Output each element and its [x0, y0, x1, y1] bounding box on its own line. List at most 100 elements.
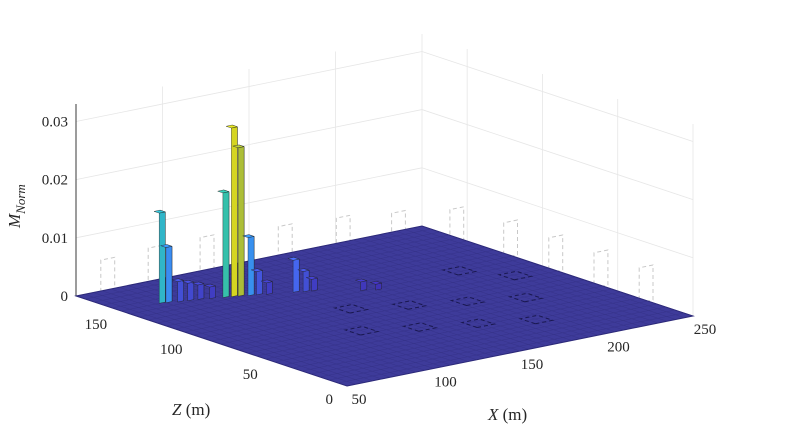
bar-top-face — [181, 280, 195, 284]
bar-5 — [203, 283, 217, 300]
floor-mesh-z — [337, 312, 685, 384]
floor-mesh-z — [202, 267, 549, 339]
bar-front-face — [177, 280, 184, 303]
bar-14 — [305, 276, 319, 292]
floor-mesh-z — [283, 294, 630, 366]
floor-mesh-z — [229, 276, 576, 348]
bar-9 — [241, 234, 255, 297]
floor-mesh-z — [247, 282, 594, 354]
x-tick-label: 250 — [694, 322, 717, 338]
y-tick-label: 0.02 — [42, 173, 68, 189]
floor-mesh-z — [94, 231, 441, 303]
bar-front-face — [231, 126, 238, 298]
floor-mesh-z — [184, 261, 531, 333]
y-tick-label: 0 — [61, 289, 69, 305]
floor-mesh-z — [292, 297, 639, 369]
bar-top-face — [241, 234, 255, 238]
floor-building-footprint — [497, 270, 534, 281]
bar-top-face — [191, 281, 205, 286]
bar-11 — [260, 279, 274, 295]
bar-front-face — [311, 277, 318, 292]
bar-front-face — [209, 285, 216, 300]
floor-mesh-z — [211, 270, 558, 342]
bar-top-face — [260, 279, 274, 284]
bar-front-face — [292, 258, 300, 293]
bar-top-face — [287, 257, 300, 261]
floor-building-footprint — [391, 300, 428, 310]
floor-building-footprint — [507, 292, 545, 303]
floor-building-footprint — [518, 314, 555, 325]
y-tick-label: 0.01 — [42, 231, 68, 247]
bar-front-face — [360, 280, 367, 291]
bar-3 — [181, 280, 195, 302]
x-axis-symbol: X — [487, 405, 499, 424]
x-axis-label: X (m) — [487, 405, 527, 424]
floor-mesh-z — [310, 303, 657, 375]
bar-top-face — [305, 276, 319, 280]
bar-front-face — [222, 191, 230, 298]
bar-10 — [250, 268, 263, 296]
bar-front-face — [302, 270, 310, 293]
floor-building-footprint — [343, 325, 380, 336]
floor-mesh-z — [328, 309, 675, 381]
floor-building-footprint — [449, 296, 486, 307]
y-axis-symbol: M — [5, 213, 24, 229]
z-tick-label: 100 — [160, 342, 183, 358]
bar-front-face — [247, 236, 255, 297]
floor-building-footprint — [441, 265, 478, 276]
x-tick-label: 150 — [521, 357, 544, 373]
bar-top-face — [153, 209, 167, 214]
z-axis-symbol: Z — [172, 400, 182, 419]
floor-mesh-z — [265, 288, 612, 360]
bar-6 — [216, 189, 230, 298]
tick-labels: 50 100 150 200 250 0 50 100 150 0 0.01 0.02 0.03 — [42, 114, 717, 408]
floor-building-footprint — [460, 318, 497, 329]
bar-15 — [354, 278, 368, 291]
bar-16 — [369, 281, 383, 291]
floor-mesh-z — [175, 258, 522, 330]
bars-group — [153, 124, 383, 304]
bar-7 — [225, 124, 239, 298]
floor-mesh-z — [220, 273, 567, 345]
bar-top-face — [354, 278, 368, 283]
bar-top-face — [232, 144, 245, 149]
bar-top-face — [216, 189, 230, 194]
x-tick-label: 50 — [352, 392, 367, 408]
floor-mesh-z — [148, 249, 495, 321]
z-axis-label: Z (m) — [172, 400, 210, 419]
bar-4 — [191, 281, 205, 300]
y-axis-label: MNorm — [5, 184, 28, 229]
floor-mesh-z — [166, 255, 513, 327]
floor-mesh-z — [157, 252, 504, 324]
bar-top-face — [172, 278, 185, 282]
bar-12 — [287, 257, 300, 293]
z-tick-label: 150 — [85, 317, 108, 333]
z-tick-label: 0 — [326, 392, 334, 408]
surface-floor — [74, 225, 695, 387]
bar-top-face — [203, 283, 217, 288]
bar-top-face — [250, 268, 263, 272]
floor-mesh-z — [256, 285, 603, 357]
bar-0 — [153, 209, 167, 304]
x-tick-label: 200 — [607, 340, 630, 356]
z-tick-label: 50 — [243, 367, 258, 383]
bar-8 — [232, 144, 245, 297]
x-axis-unit: (m) — [498, 405, 527, 424]
side-wall-zy — [422, 34, 693, 316]
floor-mesh-z — [84, 228, 432, 300]
floor-mesh-z — [301, 300, 648, 372]
bar-top-face — [225, 124, 239, 129]
floor-mesh-z — [193, 264, 540, 336]
bar-front-face — [187, 281, 195, 302]
y-axis-subscript: Norm — [13, 184, 28, 215]
floor-mesh-z — [319, 306, 666, 378]
bar-front-face — [158, 211, 166, 304]
bar-front-face — [165, 246, 173, 304]
floor-mesh-z — [274, 291, 621, 363]
floor-mesh-z — [238, 279, 585, 351]
bar-top-face — [297, 268, 310, 272]
bar-front-face — [256, 270, 263, 296]
floor-building-footprint — [401, 322, 439, 332]
y-tick-label: 0.03 — [42, 114, 68, 130]
